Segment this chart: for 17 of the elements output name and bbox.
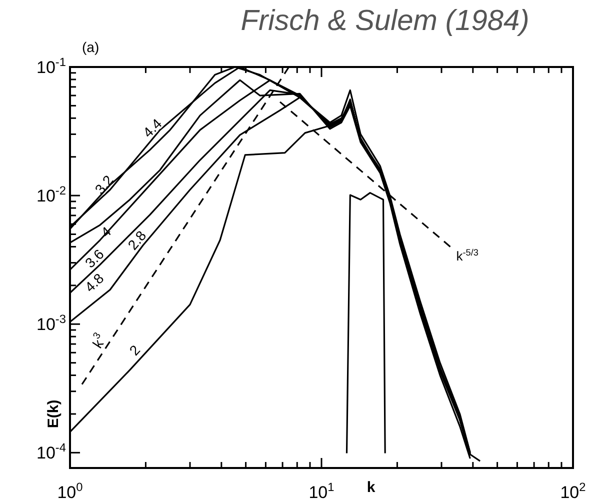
x-tick-label: 10$^{0}$: [57, 480, 84, 502]
text: 3.6: [82, 245, 107, 271]
text: 2: [126, 341, 143, 358]
x-tick-label: 10$^{2}$: [560, 480, 586, 502]
text: 2.8: [124, 227, 150, 253]
text: (a): [82, 39, 100, 55]
y-tick-label: 10$^{-2}$: [36, 184, 66, 206]
y-tick-label: 10$^{-4}$: [36, 440, 66, 463]
text: 4.8: [81, 270, 107, 295]
x-tick-label: 10$^{1}$: [308, 480, 335, 502]
x-axis-title: k: [366, 479, 376, 496]
text: 4.4: [139, 115, 165, 140]
y-tick-label: 10$^{-1}$: [36, 55, 66, 77]
y-axis-title: E(k): [45, 400, 62, 428]
y-tick-label: 10$^{-3}$: [36, 312, 66, 334]
chart-title: Frisch & Sulem (1984): [240, 5, 530, 37]
series-label: k$^{-5/3}$: [456, 248, 478, 264]
